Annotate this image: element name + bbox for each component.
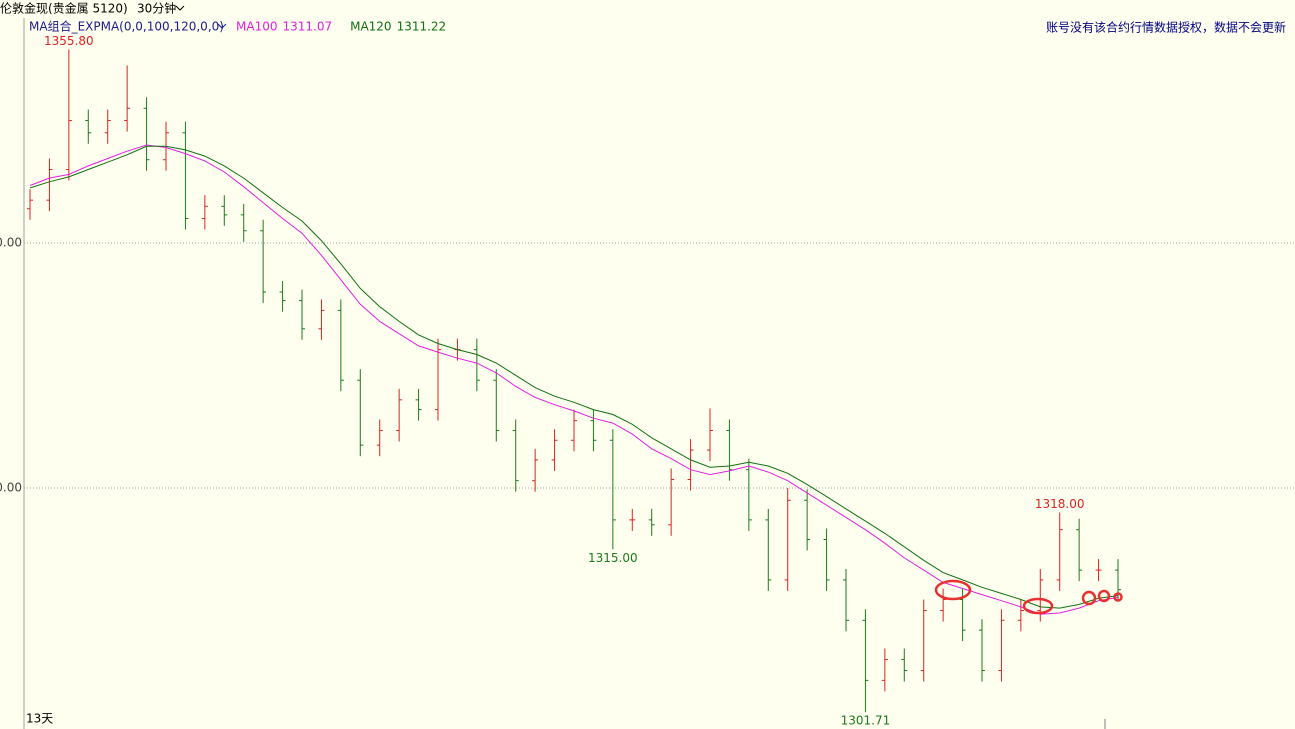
circle-mark <box>934 579 972 601</box>
circle-mark <box>1022 597 1054 615</box>
plot: 0.00 0.00 <box>0 49 1295 713</box>
legend-name: MA100 <box>236 20 277 34</box>
legend-value: 1311.07 <box>282 20 332 34</box>
legend-name: MA120 <box>350 20 391 34</box>
extreme-label: 1318.00 <box>1035 497 1085 511</box>
ma-line <box>29 144 1119 615</box>
extreme-label: 1355.80 <box>44 34 94 48</box>
legend-value: 1311.22 <box>397 20 447 34</box>
period[interactable]: 30分钟 <box>137 1 176 16</box>
circle-mark <box>1113 592 1123 602</box>
duration-label: 13天 <box>26 712 53 726</box>
extreme-label: 1315.00 <box>588 551 638 565</box>
circle-mark <box>1081 590 1097 606</box>
y-tick-label: 0.00 <box>0 236 22 250</box>
dropdown-arrow[interactable] <box>175 5 185 11</box>
dropdown-arrow[interactable] <box>217 23 227 29</box>
ma-line <box>29 145 1119 609</box>
circle-mark <box>1097 589 1111 603</box>
chart-title: 伦敦金现(贵金属 5120) <box>0 1 128 16</box>
indicator[interactable]: MA组合_EXPMA(0,0,100,120,0,0) <box>29 19 224 34</box>
hand-marks <box>934 579 1123 615</box>
notice: 账号没有该合约行情数据授权，数据不会更新 <box>1046 20 1286 35</box>
y-tick-label: 0.00 <box>0 481 22 495</box>
extreme-label: 1301.71 <box>841 714 891 728</box>
